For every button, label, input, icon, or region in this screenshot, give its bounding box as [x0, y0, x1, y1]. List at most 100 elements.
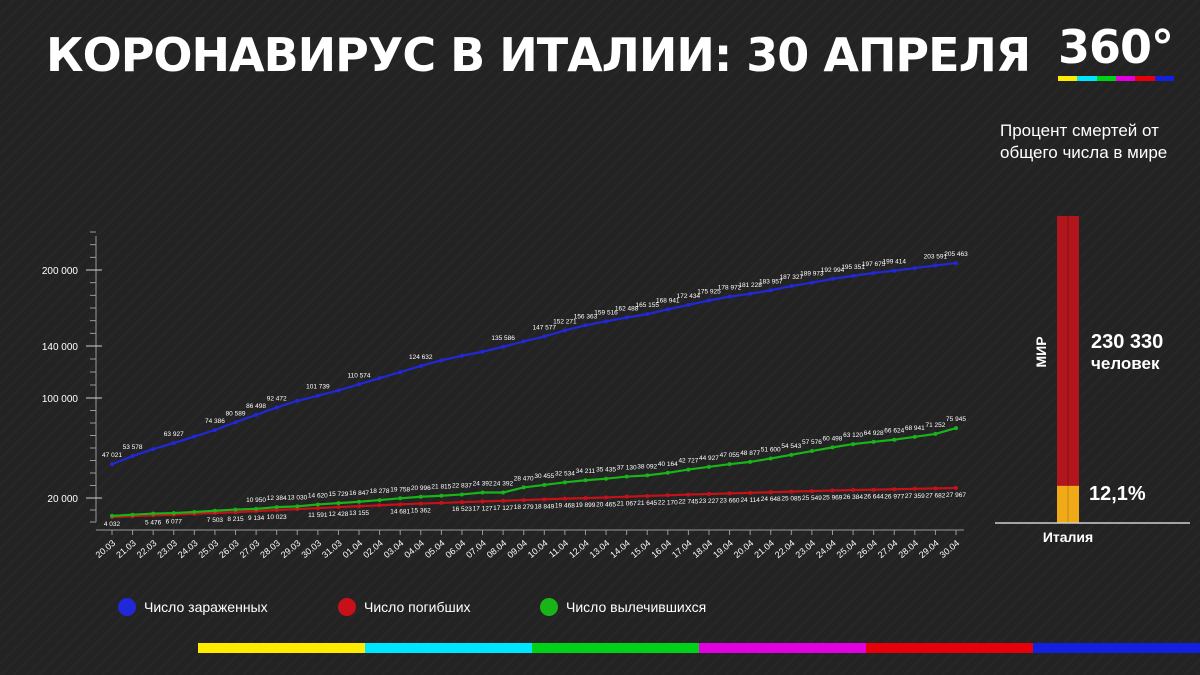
bar-category-label: Италия: [1043, 529, 1093, 545]
x-tick-label: 18.04: [691, 538, 715, 560]
y-tick-label: 100 000: [42, 394, 79, 405]
series-2-data-label: 26 977: [884, 493, 904, 500]
series-2-point: [480, 499, 485, 504]
x-tick-label: 26.03: [217, 538, 241, 560]
series-2-point: [398, 502, 403, 507]
series-2-data-label: 5 476: [145, 519, 162, 526]
series-3-point: [315, 502, 320, 507]
series-2-point: [665, 493, 670, 498]
legend-recovered: Число вылечившихся: [540, 598, 706, 616]
x-tick-label: 12.04: [567, 538, 591, 560]
series-2-point: [871, 487, 876, 492]
series-3-data-label: 35 435: [596, 467, 616, 474]
series-3-data-label: 21 815: [431, 484, 451, 491]
series-3-point: [871, 439, 876, 444]
legend-infected: Число зараженных: [118, 598, 268, 616]
series-2-point: [686, 492, 691, 497]
series-2-point: [357, 504, 362, 509]
series-2-data-label: 24 648: [761, 496, 781, 503]
x-tick-label: 22.04: [773, 538, 797, 560]
series-3-point: [254, 506, 259, 511]
series-3-data-label: 20 996: [411, 485, 431, 492]
x-tick-label: 25.03: [197, 538, 221, 560]
series-2-data-label: 19 468: [555, 503, 575, 510]
series-1-point: [171, 441, 176, 446]
series-3-data-label: 14 620: [308, 492, 328, 499]
series-2-point: [912, 486, 917, 491]
series-3-point: [892, 437, 897, 442]
series-2-point: [892, 487, 897, 492]
bottom-strip-segment: [365, 643, 532, 653]
series-3-point: [624, 474, 629, 479]
series-1-point: [151, 447, 156, 452]
series-1-point: [439, 358, 444, 363]
series-2-point: [727, 491, 732, 496]
series-1-point: [357, 382, 362, 387]
logo-text: 360°: [1058, 20, 1174, 74]
series-1-point: [686, 302, 691, 307]
legend-infected-label: Число зараженных: [144, 599, 268, 615]
series-1-point: [624, 315, 629, 320]
world-deaths-unit: человек: [1091, 354, 1160, 373]
series-1-data-label: 101 739: [306, 384, 330, 391]
x-tick-label: 25.04: [835, 538, 859, 560]
x-tick-label: 04.04: [402, 538, 426, 560]
series-1-point: [192, 434, 197, 439]
series-3-point: [686, 467, 691, 472]
series-1-data-label: 53 578: [123, 444, 143, 451]
y-tick-label: 140 000: [42, 342, 79, 353]
series-line-1: [111, 261, 957, 466]
series-1-point: [789, 284, 794, 289]
legend-recovered-dot: [540, 598, 558, 616]
series-2-data-label: 20 465: [596, 501, 616, 508]
bottom-strip-segment: [198, 643, 365, 653]
x-tick-label: 06.04: [444, 538, 468, 560]
x-tick-label: 07.04: [464, 538, 488, 560]
series-2-point: [583, 496, 588, 501]
world-vertical-label: МИР: [1033, 336, 1049, 367]
world-deaths-number: 230 330: [1091, 331, 1163, 353]
series-3-point: [480, 490, 485, 495]
series-1-data-label: 197 675: [862, 261, 886, 268]
series-1-data-label: 165 155: [635, 302, 659, 309]
series-3-point: [459, 492, 464, 497]
series-2-data-label: 8 215: [227, 516, 244, 523]
series-3-data-label: 40 164: [658, 461, 678, 468]
series-2-point: [604, 495, 609, 500]
series-1-point: [706, 298, 711, 303]
series-3-data-label: 75 945: [946, 416, 966, 423]
series-3-data-label: 64 928: [864, 430, 884, 437]
series-1-data-label: 187 327: [780, 274, 804, 281]
x-tick-label: 05.04: [423, 538, 447, 560]
series-2-data-label: 14 681: [390, 508, 410, 515]
x-tick-label: 28.04: [896, 538, 920, 560]
series-2-data-label: 25 085: [781, 496, 801, 503]
x-tick-label: 30.04: [938, 538, 962, 560]
series-1-point: [295, 398, 300, 403]
series-1-data-label: 152 271: [553, 318, 577, 325]
series-1-point: [212, 428, 217, 433]
series-1-point: [665, 307, 670, 312]
x-tick-label: 27.04: [876, 538, 900, 560]
series-3-data-label: 60 498: [823, 435, 843, 442]
series-3-data-label: 16 847: [349, 490, 369, 497]
x-tick-label: 02.04: [361, 538, 385, 560]
world-bar: [1057, 216, 1079, 523]
series-2-point: [542, 497, 547, 502]
x-tick-label: 17.04: [670, 538, 694, 560]
series-3-point: [542, 482, 547, 487]
italy-share-label: 12,1%: [1089, 483, 1146, 505]
series-1-point: [954, 261, 958, 266]
logo-strip-segment: [1135, 76, 1155, 81]
series-2-point: [645, 493, 650, 498]
x-tick-label: 23.04: [794, 538, 818, 560]
x-tick-label: 11.04: [547, 538, 570, 560]
series-3-data-label: 47 055: [720, 452, 740, 459]
series-2-data-label: 15 362: [411, 508, 431, 515]
series-line-2: [111, 486, 957, 519]
series-2-data-label: 22 745: [678, 499, 698, 506]
logo-strip-segment: [1077, 76, 1097, 81]
series-2-point: [624, 494, 629, 499]
